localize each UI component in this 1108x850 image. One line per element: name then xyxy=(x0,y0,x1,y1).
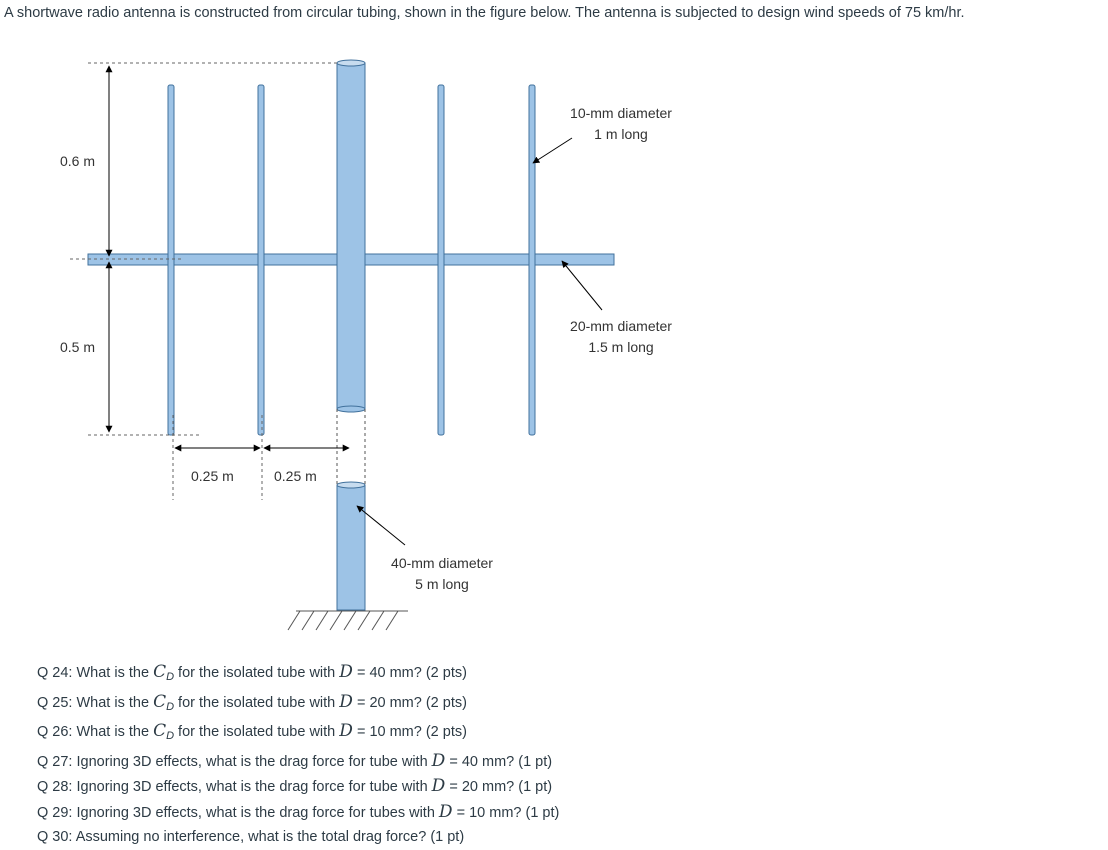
spacing-label-1: 0.25 m xyxy=(191,468,234,484)
label-20mm-length: 1.5 m long xyxy=(588,339,653,355)
question-list: Q 24: What is the CD for the isolated tu… xyxy=(37,660,559,850)
question-27: Q 27: Ignoring 3D effects, what is the d… xyxy=(37,750,553,771)
question-26: Q 26: What is the CD for the isolated tu… xyxy=(37,721,467,742)
element-tube-1 xyxy=(167,84,175,436)
label-20mm-diameter: 20-mm diameter xyxy=(570,318,672,334)
leader-20mm xyxy=(561,260,603,311)
antenna-figure: 0.6 m 0.5 m 0.25 m 0.25 m 10-mm diameter… xyxy=(60,59,672,631)
element-tube-4 xyxy=(528,84,536,436)
mast-tube-40mm-upper xyxy=(336,59,366,413)
spacing-label-2: 0.25 m xyxy=(274,468,317,484)
label-10mm-length: 1 m long xyxy=(594,126,648,142)
element-tube-3 xyxy=(437,84,445,436)
question-25: Q 25: What is the CD for the isolated tu… xyxy=(37,691,467,713)
element-tube-2 xyxy=(257,84,265,436)
intro-text: A shortwave radio antenna is constructed… xyxy=(4,5,965,21)
dim-label-top: 0.6 m xyxy=(60,153,95,169)
label-40mm-length: 5 m long xyxy=(415,576,469,592)
dim-label-bottom: 0.5 m xyxy=(60,339,95,355)
leader-40mm xyxy=(356,505,406,546)
mast-tube-40mm-lower xyxy=(336,481,366,611)
ground-hatch xyxy=(287,610,408,631)
label-10mm-diameter: 10-mm diameter xyxy=(570,105,672,121)
question-29: Q 29: Ignoring 3D effects, what is the d… xyxy=(37,801,560,822)
label-40mm-diameter: 40-mm diameter xyxy=(391,555,493,571)
question-28: Q 28: Ignoring 3D effects, what is the d… xyxy=(37,776,553,796)
question-24: Q 24: What is the CD for the isolated tu… xyxy=(37,662,467,683)
question-30: Q 30: Assuming no interference, what is … xyxy=(37,829,465,845)
leader-10mm xyxy=(532,137,573,164)
